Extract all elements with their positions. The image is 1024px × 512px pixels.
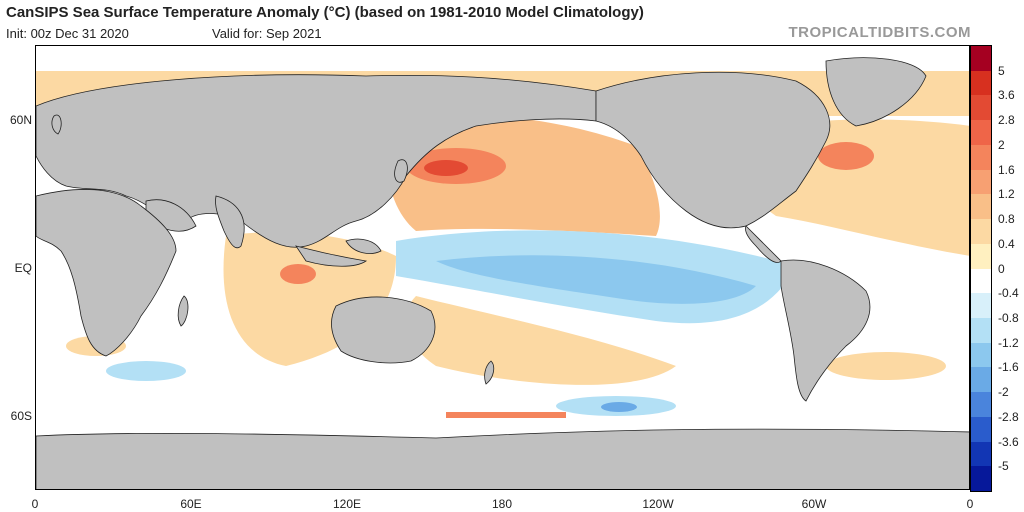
lon-label-60e: 60E <box>180 497 202 511</box>
colorbar-label: 0.8 <box>998 212 1015 227</box>
colorbar-label: -2.8 <box>998 409 1019 424</box>
lat-label-60n: 60N <box>9 113 32 127</box>
lon-label-120w: 120W <box>642 497 674 511</box>
colorbar-label: -5 <box>998 459 1009 474</box>
lon-label-0-east: 0 <box>966 497 974 511</box>
lon-label-0-west: 0 <box>31 497 39 511</box>
valid-time: Valid for: Sep 2021 <box>212 26 322 41</box>
colorbar-label: -2 <box>998 385 1009 400</box>
colorbar-label: -1.6 <box>998 360 1019 375</box>
colorbar-segment <box>971 293 991 319</box>
colorbar-segment <box>971 441 991 467</box>
lon-label-60w: 60W <box>801 497 827 511</box>
lat-label-60s: 60S <box>10 409 32 423</box>
colorbar-label: 0.4 <box>998 236 1015 251</box>
colorbar-label: -1.2 <box>998 335 1019 350</box>
lon-label-180: 180 <box>491 497 513 511</box>
colorbar-segment <box>971 342 991 368</box>
colorbar-label: -0.4 <box>998 286 1019 301</box>
map-canvas <box>36 57 969 489</box>
colorbar-segment <box>971 120 991 146</box>
colorbar-label: 3.6 <box>998 88 1015 103</box>
colorbar-segment <box>971 466 991 492</box>
colorbar-segment <box>971 169 991 195</box>
site-credit: TROPICALTIDBITS.COM <box>788 24 971 41</box>
colorbar-label: -0.8 <box>998 310 1019 325</box>
colorbar-segment <box>971 70 991 96</box>
lon-label-120e: 120E <box>332 497 362 511</box>
colorbar-segment <box>971 268 991 294</box>
sst-anomaly-map <box>35 45 970 490</box>
colorbar-segment <box>971 243 991 269</box>
colorbar-label: 2.8 <box>998 113 1015 128</box>
land-masses <box>36 57 969 489</box>
colorbar-label: 1.2 <box>998 187 1015 202</box>
colorbar-segment <box>971 416 991 443</box>
map-title: CanSIPS Sea Surface Temperature Anomaly … <box>6 4 644 21</box>
colorbar-segment <box>971 317 991 344</box>
lat-label-eq: EQ <box>14 261 32 275</box>
colorbar-segment <box>971 219 991 245</box>
colorbar <box>970 45 992 492</box>
colorbar-label: -3.6 <box>998 434 1019 449</box>
colorbar-segment <box>971 194 991 220</box>
colorbar-segment <box>971 95 991 121</box>
colorbar-segment <box>971 392 991 418</box>
colorbar-label: 2 <box>998 137 1005 152</box>
colorbar-label: 1.6 <box>998 162 1015 177</box>
init-time: Init: 00z Dec 31 2020 <box>6 26 129 41</box>
colorbar-segment <box>971 367 991 393</box>
colorbar-label: 5 <box>998 63 1005 78</box>
colorbar-label: 0 <box>998 261 1005 276</box>
colorbar-segment <box>971 144 991 171</box>
colorbar-segment <box>971 46 991 72</box>
